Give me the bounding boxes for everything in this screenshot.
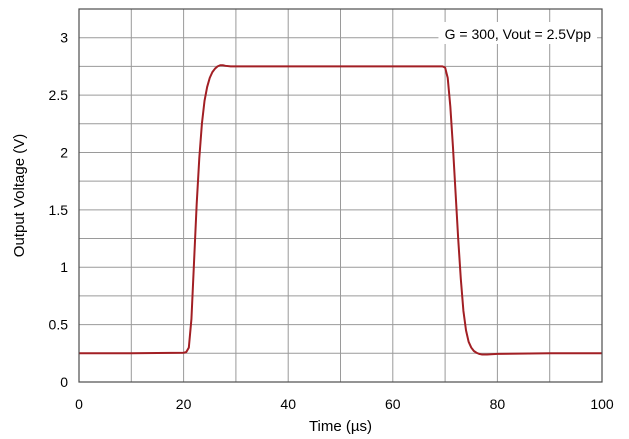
- x-tick-label: 20: [176, 396, 192, 412]
- x-tick-label: 100: [590, 396, 614, 412]
- grid-lines: [79, 9, 602, 382]
- plot-frame: [78, 8, 603, 383]
- series-line: [79, 64, 602, 356]
- series-layer: [79, 64, 602, 356]
- x-tick-labels: 0 20 40 60 80 100: [75, 396, 614, 412]
- y-tick-label: 0: [60, 374, 68, 390]
- x-tick-label: 80: [490, 396, 506, 412]
- x-tick-label: 0: [75, 396, 83, 412]
- annotation-box: G = 300, Vout = 2.5Vpp: [438, 22, 597, 44]
- annotation-background: [438, 22, 597, 44]
- annotation-text: G = 300, Vout = 2.5Vpp: [445, 26, 592, 42]
- y-tick-label: 3: [60, 30, 68, 46]
- y-tick-label: 2.5: [49, 87, 69, 103]
- y-tick-label: 1.5: [49, 202, 69, 218]
- y-tick-label: 2: [60, 144, 68, 160]
- x-tick-label: 60: [385, 396, 401, 412]
- y-tick-label: 0.5: [49, 317, 69, 333]
- x-axis-title: Time (µs): [309, 418, 372, 435]
- y-axis-title: Output Voltage (V): [11, 134, 28, 257]
- y-tick-labels: 0 0.5 1 1.5 2 2.5 3: [49, 30, 69, 390]
- x-tick-label: 40: [280, 396, 296, 412]
- y-tick-label: 1: [60, 259, 68, 275]
